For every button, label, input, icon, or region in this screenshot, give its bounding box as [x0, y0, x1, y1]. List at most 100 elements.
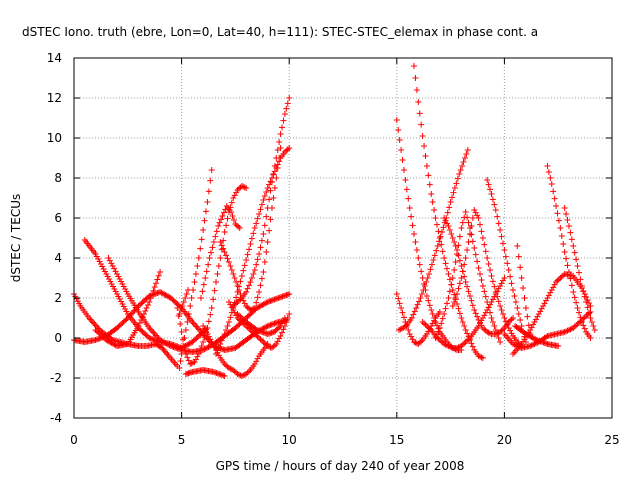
data-point: [225, 299, 232, 305]
data-point: [545, 169, 552, 175]
data-point: [573, 256, 580, 263]
data-point: [432, 215, 439, 221]
data-point: [227, 263, 234, 269]
data-point: [146, 299, 153, 305]
data-point: [505, 267, 512, 273]
data-point: [207, 177, 214, 184]
data-point: [462, 339, 469, 345]
data-point: [261, 193, 268, 199]
data-point: [565, 327, 572, 333]
data-point: [235, 185, 242, 192]
data-point: [502, 318, 509, 325]
data-point: [499, 240, 506, 247]
data-point: [458, 275, 465, 281]
data-point: [215, 263, 222, 269]
data-point: [221, 361, 228, 367]
data-point: [220, 237, 227, 244]
data-point: [565, 223, 572, 229]
data-point: [455, 242, 462, 249]
data-point: [452, 243, 459, 249]
data-point: [510, 287, 517, 293]
data-point: [429, 199, 436, 205]
data-point: [273, 341, 280, 347]
data-point: [548, 287, 555, 293]
data-point: [261, 222, 268, 229]
data-point: [584, 304, 591, 311]
data-point: [408, 213, 415, 220]
data-point: [469, 302, 476, 309]
data-point: [449, 194, 456, 201]
data-point: [459, 219, 466, 226]
data-point: [221, 373, 228, 379]
data-point: [507, 273, 514, 280]
data-point: [238, 315, 245, 321]
data-point: [206, 255, 213, 261]
data-point: [215, 344, 222, 351]
data-point: [591, 327, 598, 333]
data-point: [243, 303, 250, 309]
data-point: [446, 343, 453, 350]
data-series: [512, 323, 562, 349]
data-point: [461, 340, 468, 347]
data-point: [462, 255, 469, 261]
data-point: [194, 325, 201, 331]
data-point: [431, 207, 438, 213]
data-point: [234, 187, 241, 193]
data-point: [520, 285, 527, 291]
data-series: [544, 163, 594, 341]
data-point: [561, 329, 568, 335]
data-point: [277, 323, 284, 329]
data-point: [230, 367, 237, 373]
data-point: [442, 341, 449, 348]
data-point: [583, 313, 590, 319]
data-point: [540, 303, 547, 309]
plot-frame: [73, 57, 613, 419]
data-point: [461, 273, 468, 280]
data-point: [439, 315, 446, 322]
data-point: [553, 203, 560, 209]
data-point: [449, 275, 456, 281]
data-point: [426, 302, 433, 309]
data-point: [415, 341, 422, 347]
data-point: [200, 281, 207, 288]
data-point: [140, 311, 147, 317]
data-point: [149, 291, 156, 298]
data-point: [180, 299, 187, 305]
data-point: [402, 177, 409, 183]
data-series: [393, 291, 443, 347]
data-point: [423, 279, 430, 285]
data-point: [190, 287, 197, 293]
data-point: [208, 339, 215, 345]
data-point: [393, 117, 400, 123]
data-point: [231, 192, 238, 199]
data-point: [492, 207, 499, 213]
data-point: [182, 295, 189, 301]
data-point: [451, 267, 458, 273]
data-series: [200, 323, 271, 379]
data-point: [200, 339, 207, 345]
data-point: [511, 341, 518, 348]
data-point: [508, 330, 515, 337]
data-series: [234, 311, 288, 337]
data-point: [238, 273, 245, 279]
data-point: [260, 339, 267, 345]
data-point: [221, 229, 228, 235]
data-point: [511, 293, 518, 299]
data-point: [462, 209, 469, 215]
x-tick-label: 0: [70, 433, 78, 447]
data-point: [570, 325, 577, 331]
data-point: [561, 205, 568, 211]
data-point: [448, 231, 455, 237]
data-point: [517, 264, 524, 271]
data-point: [256, 335, 263, 341]
data-point: [251, 361, 258, 367]
data-point: [580, 288, 587, 295]
data-point: [191, 359, 198, 365]
data-point: [465, 288, 472, 295]
data-point: [142, 308, 149, 314]
data-point: [177, 358, 184, 364]
data-point: [461, 323, 468, 329]
data-point: [534, 313, 541, 320]
data-series: [71, 289, 291, 353]
data-point: [560, 272, 567, 279]
